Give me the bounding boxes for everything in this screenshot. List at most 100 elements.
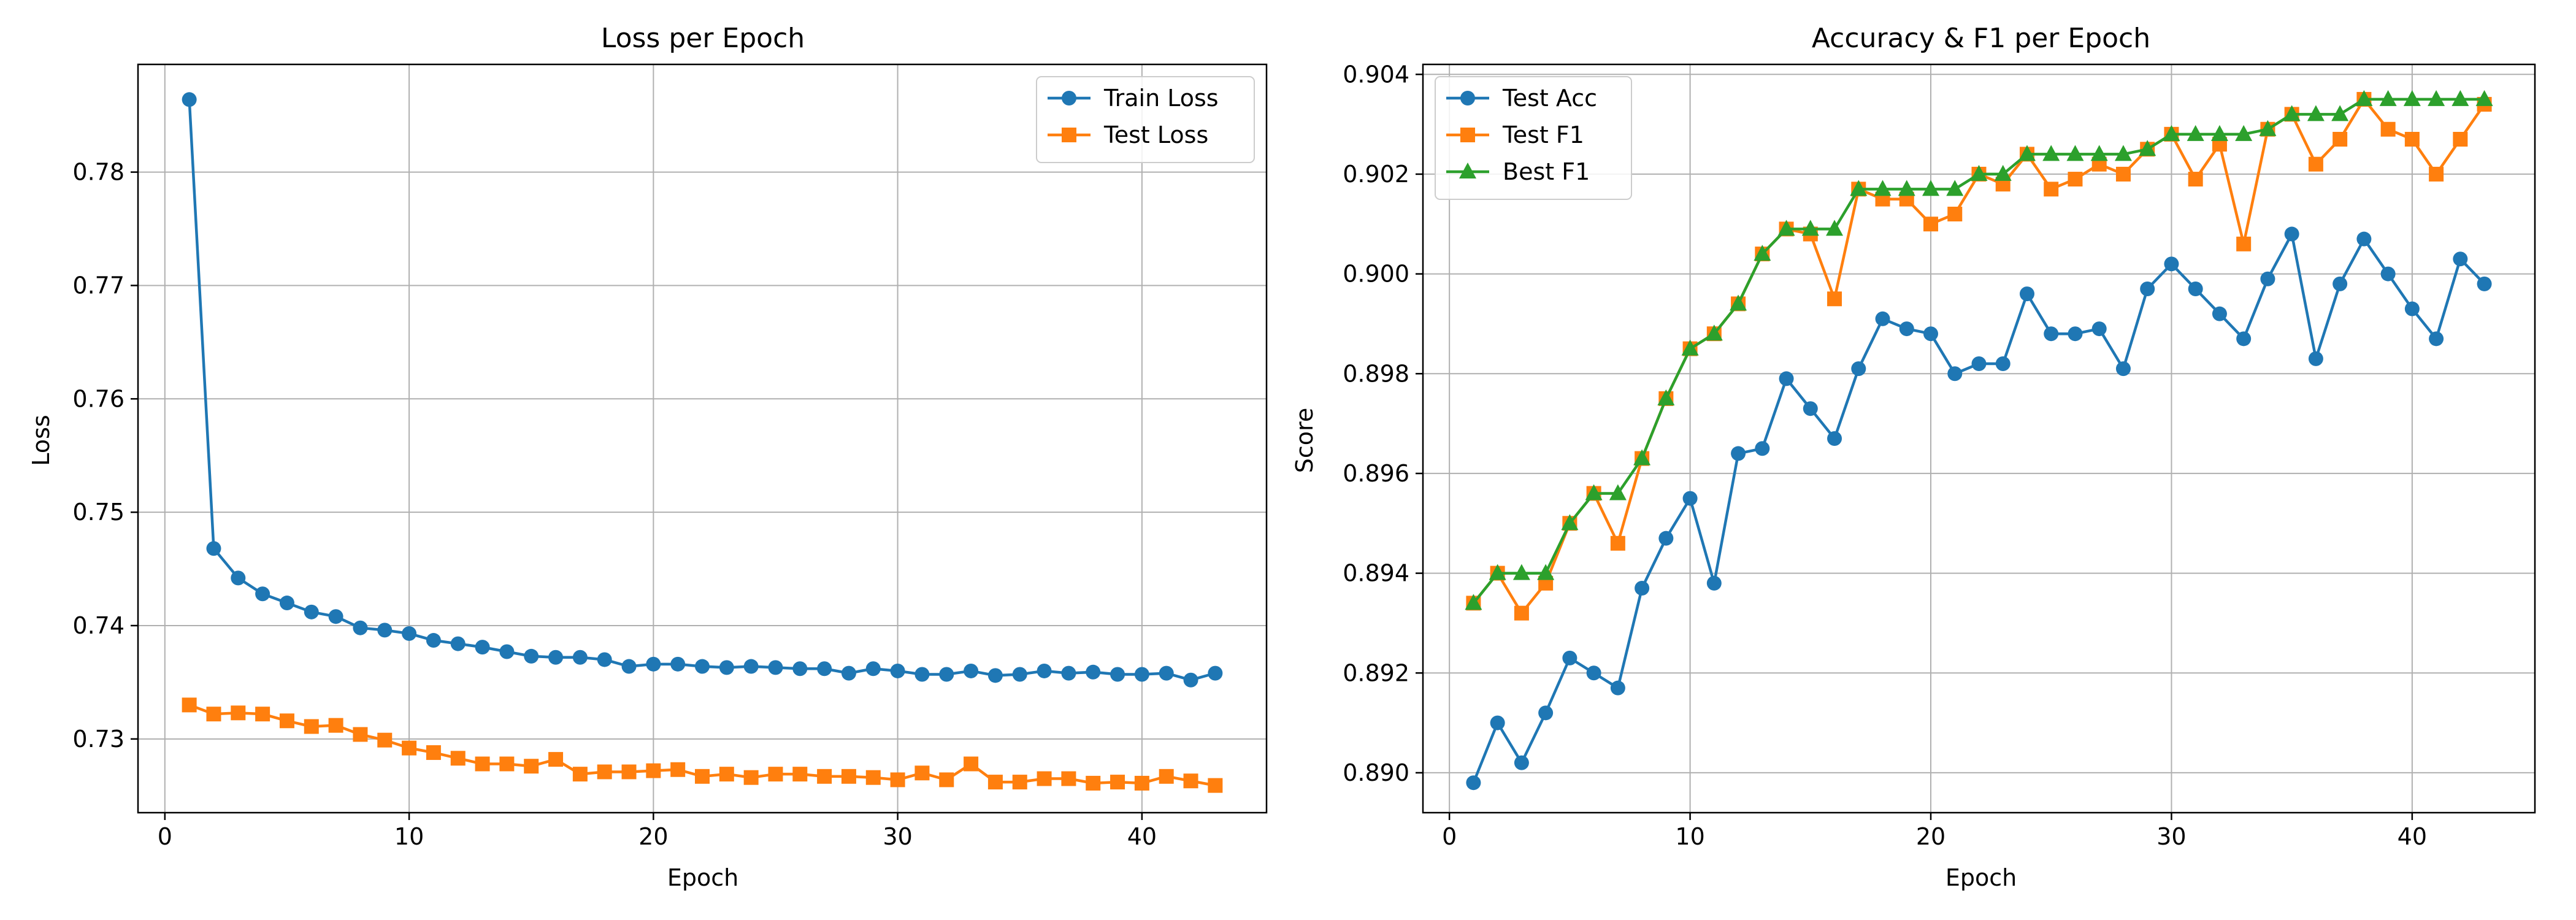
test-loss-point xyxy=(646,763,661,778)
train-loss-point xyxy=(182,92,197,107)
test-acc-point xyxy=(2236,331,2252,347)
test-loss-point xyxy=(1159,769,1174,784)
test-acc-point xyxy=(2068,326,2083,342)
test-loss-point xyxy=(279,713,294,729)
train-loss-point xyxy=(377,623,393,638)
best-f1-point xyxy=(2403,90,2421,106)
train-loss-point xyxy=(1061,665,1076,681)
best-f1-point xyxy=(2210,125,2228,141)
best-f1-point xyxy=(2307,105,2325,121)
train-loss-point xyxy=(621,659,637,674)
y-tick-label: 0.77 xyxy=(72,272,125,299)
best-f1-point xyxy=(1826,220,1844,236)
y-tick-label: 0.76 xyxy=(72,385,125,412)
test-f1-point xyxy=(1827,291,1842,307)
y-tick-label: 0.890 xyxy=(1343,759,1409,786)
test-loss-point xyxy=(304,719,319,734)
y-tick-label: 0.74 xyxy=(72,612,125,639)
test-loss-point xyxy=(964,756,979,772)
test-f1-point xyxy=(2236,236,2252,251)
test-acc-point xyxy=(2212,306,2227,321)
y-axis-label: Loss xyxy=(28,415,55,466)
train-loss-point xyxy=(1086,664,1101,680)
test-loss-point xyxy=(206,707,221,722)
train-loss-point xyxy=(1012,667,1027,682)
best-f1-point xyxy=(1801,220,1819,236)
legend-marker-test-loss xyxy=(1062,128,1076,142)
best-f1-point xyxy=(1609,484,1627,500)
train-loss-point xyxy=(1159,665,1174,681)
x-axis-label: Epoch xyxy=(1945,864,2017,891)
test-loss-point xyxy=(402,740,417,756)
legend-label-test-f1: Test F1 xyxy=(1502,121,1584,148)
test-loss-point xyxy=(1183,773,1198,789)
best-f1-point xyxy=(2042,145,2060,161)
test-loss-point xyxy=(572,767,588,782)
train-loss-point xyxy=(890,663,905,678)
train-loss-point xyxy=(426,633,441,648)
train-loss-point xyxy=(328,609,343,624)
test-loss-point xyxy=(597,764,612,780)
accuracy-f1-chart-panel: Accuracy & F1 per Epoch Epoch Score 0 10 2… xyxy=(1291,23,2536,891)
best-f1-point xyxy=(1922,180,1940,196)
test-loss-point xyxy=(841,769,856,784)
legend-box xyxy=(1435,76,1632,200)
test-acc-point xyxy=(2260,271,2275,286)
best-f1-point xyxy=(2235,125,2253,141)
plot-frame xyxy=(137,63,1268,814)
test-acc-point xyxy=(1779,371,1794,386)
best-f1-point xyxy=(1633,449,1651,466)
best-f1-point xyxy=(2451,90,2469,106)
x-tick-label: 40 xyxy=(2398,823,2427,850)
train-loss-point xyxy=(1037,663,1052,678)
test-f1-point xyxy=(2308,156,2323,172)
best-f1-point xyxy=(2139,140,2156,156)
chart-title: Accuracy & F1 per Epoch xyxy=(1812,23,2150,54)
best-f1-point xyxy=(2187,125,2204,141)
test-acc-point xyxy=(1706,575,1722,591)
legend-marker-test-acc xyxy=(1460,91,1475,105)
test-loss-point xyxy=(865,770,881,785)
y-tick-label: 0.898 xyxy=(1343,360,1409,387)
test-acc-point xyxy=(1971,356,1987,371)
test-f1-point xyxy=(2115,166,2131,182)
train-loss-point xyxy=(524,648,539,664)
train-loss-point xyxy=(719,660,734,675)
test-loss-point xyxy=(817,769,832,784)
test-f1-point xyxy=(2380,121,2396,137)
y-tick-label: 0.892 xyxy=(1343,659,1409,686)
test-loss-point xyxy=(1134,775,1149,791)
test-acc-point xyxy=(1803,401,1818,416)
test-f1-point xyxy=(2453,132,2468,147)
best-f1-point xyxy=(2331,105,2349,121)
train-loss-point xyxy=(914,667,930,682)
test-loss-point xyxy=(548,752,564,767)
legend-marker-best-f1 xyxy=(1459,163,1476,178)
legend-label-best-f1: Best F1 xyxy=(1503,158,1590,185)
test-f1-point xyxy=(2044,182,2059,197)
test-loss-point xyxy=(890,772,905,788)
train-loss-point xyxy=(1134,667,1149,682)
best-f1-point xyxy=(2163,125,2180,141)
x-tick-label: 30 xyxy=(883,823,912,850)
train-loss-point xyxy=(939,667,954,682)
train-loss-point xyxy=(817,661,832,677)
test-acc-point xyxy=(2453,251,2468,267)
train-loss-point xyxy=(865,661,881,677)
test-acc-point xyxy=(1514,755,1529,770)
best-f1-point xyxy=(2018,145,2036,161)
train-loss-point xyxy=(964,663,979,678)
test-acc-point xyxy=(2356,231,2372,247)
test-loss-point xyxy=(987,775,1003,790)
test-loss-point xyxy=(670,762,686,777)
test-acc-point xyxy=(1947,366,1963,381)
test-loss-point xyxy=(1037,771,1052,786)
test-loss-point xyxy=(182,697,197,713)
train-loss-point xyxy=(1208,665,1223,681)
test-acc-point xyxy=(2140,282,2155,296)
x-tick-label: 30 xyxy=(2156,823,2186,850)
train-loss-point xyxy=(987,668,1003,683)
legend-label-test-loss: Test Loss xyxy=(1103,121,1208,148)
train-loss-point xyxy=(646,656,661,672)
test-acc-point xyxy=(1731,446,1746,461)
